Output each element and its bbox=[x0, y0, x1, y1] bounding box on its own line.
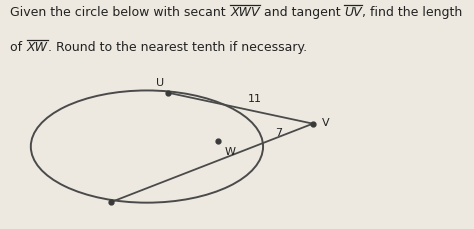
Text: W: W bbox=[225, 147, 236, 157]
Text: XW: XW bbox=[27, 41, 47, 54]
Text: U: U bbox=[155, 78, 164, 88]
Text: 7: 7 bbox=[274, 128, 282, 138]
Text: 11: 11 bbox=[248, 94, 262, 104]
Text: V: V bbox=[322, 118, 330, 128]
Text: UV: UV bbox=[344, 6, 362, 19]
Text: of: of bbox=[10, 41, 27, 54]
Text: Given the circle below with secant: Given the circle below with secant bbox=[10, 6, 230, 19]
Text: , find the length: , find the length bbox=[362, 6, 462, 19]
Text: and tangent: and tangent bbox=[260, 6, 344, 19]
Text: XWV: XWV bbox=[230, 6, 260, 19]
Text: . Round to the nearest tenth if necessary.: . Round to the nearest tenth if necessar… bbox=[47, 41, 307, 54]
